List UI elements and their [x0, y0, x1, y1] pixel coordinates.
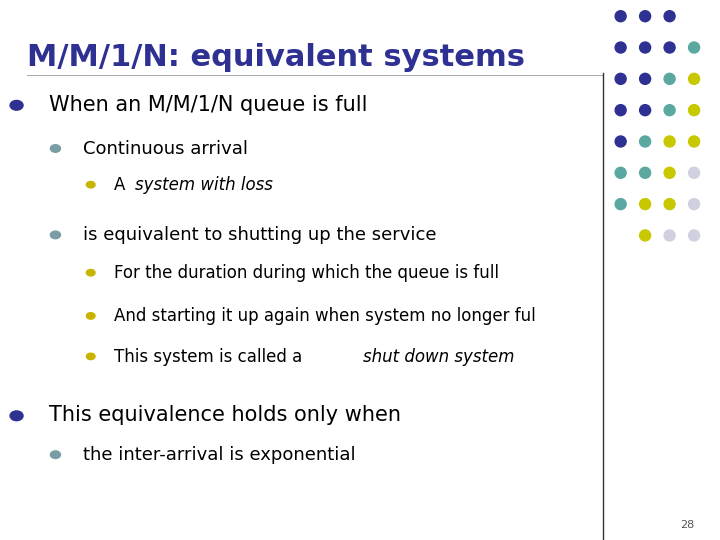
Ellipse shape [664, 11, 675, 22]
Ellipse shape [688, 105, 700, 116]
Ellipse shape [688, 167, 700, 178]
Ellipse shape [615, 199, 626, 210]
Ellipse shape [664, 42, 675, 53]
Text: This equivalence holds only when: This equivalence holds only when [49, 405, 401, 425]
Text: For the duration during which the queue is full: For the duration during which the queue … [114, 264, 499, 282]
Text: A: A [114, 176, 130, 194]
Ellipse shape [664, 199, 675, 210]
Circle shape [50, 451, 60, 458]
Text: 28: 28 [680, 520, 695, 530]
Ellipse shape [664, 136, 675, 147]
Ellipse shape [615, 42, 626, 53]
Ellipse shape [688, 73, 700, 84]
Ellipse shape [615, 105, 626, 116]
Ellipse shape [639, 73, 651, 84]
Ellipse shape [664, 230, 675, 241]
Ellipse shape [664, 105, 675, 116]
Ellipse shape [664, 167, 675, 178]
Circle shape [86, 269, 95, 276]
Circle shape [50, 145, 60, 152]
Ellipse shape [688, 136, 700, 147]
Ellipse shape [615, 73, 626, 84]
Circle shape [86, 313, 95, 319]
Ellipse shape [639, 136, 651, 147]
Circle shape [10, 411, 23, 421]
Ellipse shape [639, 230, 651, 241]
Text: system with loss: system with loss [135, 176, 273, 194]
Ellipse shape [688, 230, 700, 241]
Text: M/M/1/N: equivalent systems: M/M/1/N: equivalent systems [27, 43, 526, 72]
Text: Continuous arrival: Continuous arrival [83, 140, 248, 158]
Ellipse shape [639, 105, 651, 116]
Text: is equivalent to shutting up the service: is equivalent to shutting up the service [83, 226, 436, 244]
Text: When an M/M/1/N queue is full: When an M/M/1/N queue is full [49, 94, 367, 114]
Ellipse shape [639, 199, 651, 210]
Ellipse shape [615, 167, 626, 178]
Ellipse shape [639, 11, 651, 22]
Text: shut down system: shut down system [364, 348, 515, 366]
Circle shape [10, 100, 23, 110]
Ellipse shape [615, 11, 626, 22]
Text: This system is called a: This system is called a [114, 348, 307, 366]
Ellipse shape [615, 136, 626, 147]
Ellipse shape [639, 42, 651, 53]
Ellipse shape [639, 167, 651, 178]
Circle shape [50, 231, 60, 239]
Ellipse shape [688, 42, 700, 53]
Text: the inter-arrival is exponential: the inter-arrival is exponential [83, 446, 356, 464]
Text: And starting it up again when system no longer ful: And starting it up again when system no … [114, 307, 536, 325]
Ellipse shape [688, 199, 700, 210]
Circle shape [86, 353, 95, 360]
Circle shape [86, 181, 95, 188]
Ellipse shape [664, 73, 675, 84]
